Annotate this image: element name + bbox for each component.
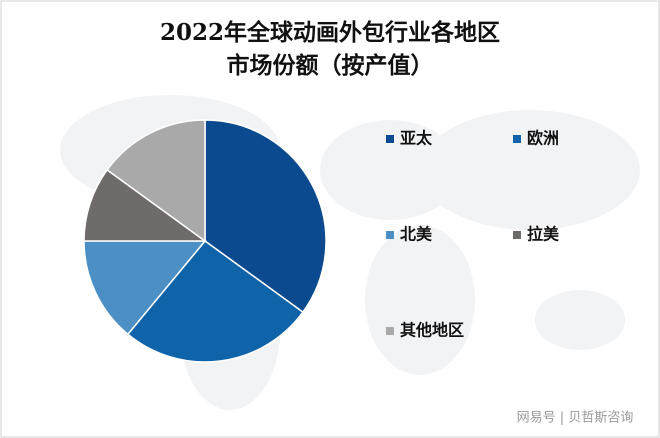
chart-title: 2022年全球动画外包行业各地区 [160,19,500,46]
legend-swatch [513,231,521,239]
pie-slice [126,239,304,363]
legend-swatch [386,135,394,143]
pie-slice [83,240,207,336]
legend-label: 欧洲 [527,129,559,148]
legend-swatch [386,231,394,239]
legend-label: 亚太 [400,129,433,148]
legend-label: 其他地区 [400,321,464,340]
legend-swatch [386,327,394,335]
pie-slice [106,119,206,243]
chart-title: 市场份额（按产值） [227,52,434,79]
pie-slice [204,119,327,314]
legend-label: 北美 [400,225,433,244]
watermark: 网易号 | 贝哲斯咨询 [517,411,634,426]
pie-slice [83,168,208,242]
legend-label: 拉美 [527,225,560,244]
legend-swatch [513,135,521,143]
